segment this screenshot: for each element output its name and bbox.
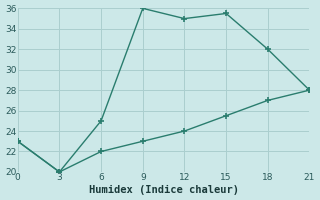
X-axis label: Humidex (Indice chaleur): Humidex (Indice chaleur) bbox=[89, 185, 239, 195]
